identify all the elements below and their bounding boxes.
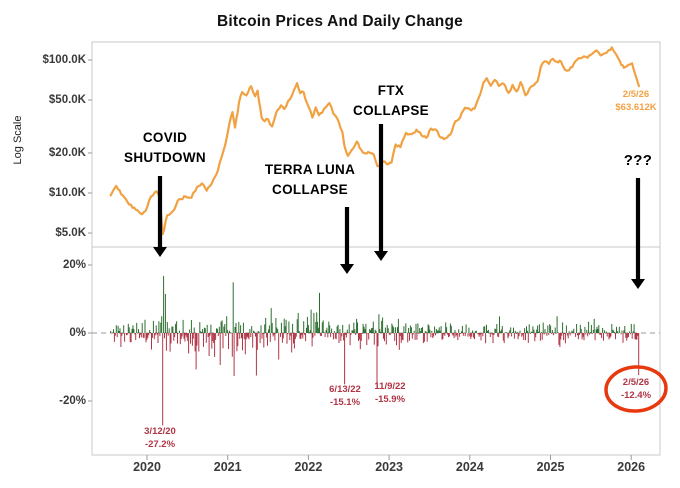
year-tick-label-0: 2020 bbox=[133, 460, 161, 474]
year-tick-label-1: 2021 bbox=[213, 460, 242, 474]
annotation-crash-ftx: 11/9/22 -15.9% bbox=[374, 381, 406, 405]
price-tick-label-1: $50.0K bbox=[48, 94, 86, 107]
pct-tick-label-0: 20% bbox=[62, 259, 86, 271]
price-tick-label-3: $10.0K bbox=[48, 187, 86, 199]
annotation-crash-2020: 3/12/20 -27.2% bbox=[144, 426, 176, 450]
annotation-terra-luna-collapse: TERRA LUNA COLLAPSE bbox=[264, 162, 356, 198]
pct-tick-label-1: 0% bbox=[69, 327, 86, 339]
annotation-latest-price: 2/5/26 $63.612K bbox=[615, 89, 657, 113]
price-tick-label-4: $5.0K bbox=[55, 227, 86, 240]
year-tick-label-5: 2025 bbox=[536, 460, 565, 474]
price-tick-label-2: $20.0K bbox=[48, 146, 86, 159]
price-tick-label-0: $100.0K bbox=[42, 54, 86, 66]
pct-tick-label-2: -20% bbox=[59, 395, 86, 407]
chart-title: Bitcoin Prices And Daily Change bbox=[217, 13, 463, 30]
annotation-crash-latest: 2/5/26 -12.4% bbox=[620, 377, 652, 401]
annotation-crash-terra: 6/13/22 -15.1% bbox=[329, 384, 361, 408]
year-tick-label-3: 2023 bbox=[375, 460, 403, 474]
annotation-unknown-event: ??? bbox=[623, 152, 653, 169]
annotation-covid-shutdown: COVID SHUTDOWN bbox=[124, 130, 206, 166]
year-tick-label-4: 2024 bbox=[455, 460, 484, 474]
year-tick-label-6: 2026 bbox=[617, 460, 646, 474]
year-tick-label-2: 2022 bbox=[294, 460, 323, 474]
annotation-ftx-collapse: FTX COLLAPSE bbox=[353, 83, 429, 119]
